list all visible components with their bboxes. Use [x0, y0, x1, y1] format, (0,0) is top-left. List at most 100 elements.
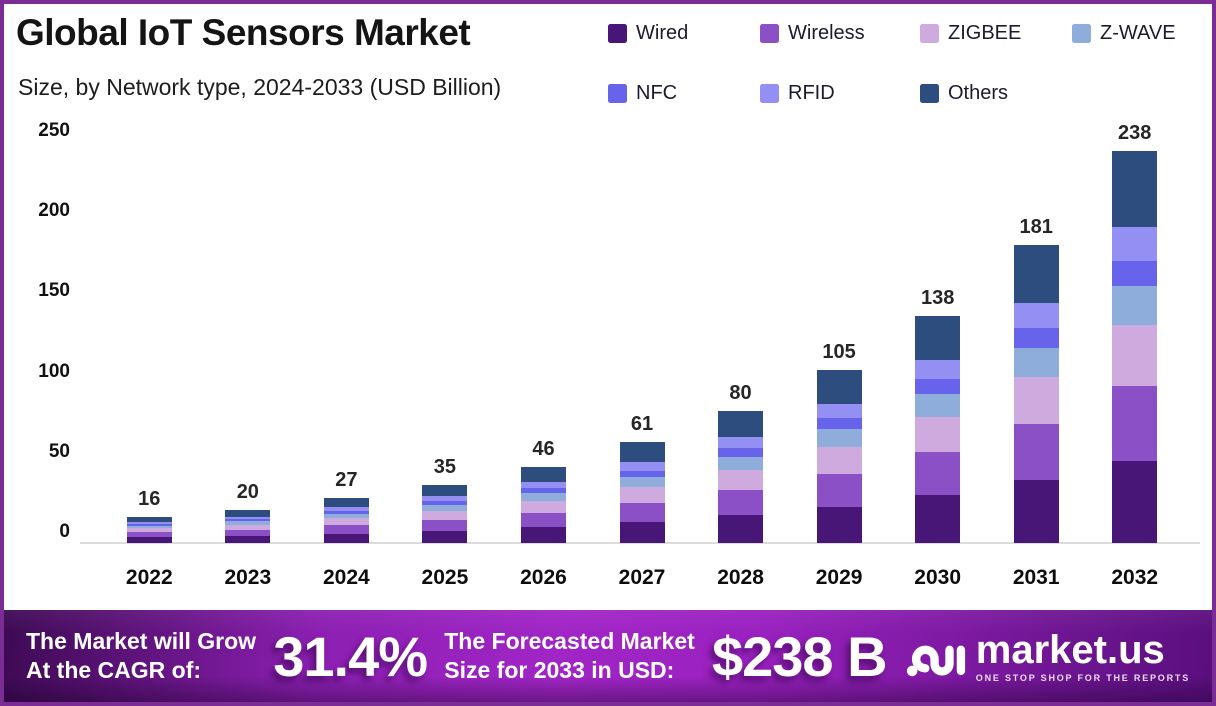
bar-segment-others	[1013, 244, 1059, 303]
y-tick-label: 50	[48, 440, 70, 462]
bar-segment-zigbee	[520, 501, 566, 513]
bar-segment-rfid	[323, 507, 369, 511]
bar-segment-wired	[1013, 480, 1059, 543]
bar-segment-others	[1112, 150, 1158, 228]
bar-stack	[1112, 150, 1158, 543]
bar-segment-wireless	[323, 525, 369, 534]
bar-segment-zigbee	[915, 416, 961, 453]
bar-segment-wired	[718, 515, 764, 543]
x-axis-label: 2023	[224, 566, 272, 589]
x-axis-label: 2027	[618, 566, 666, 589]
bar-segment-z-wave	[520, 493, 566, 501]
bar-group-2028: 80 2028	[691, 131, 790, 589]
legend-item-label: Wireless	[788, 21, 865, 44]
bar-segment-zigbee	[619, 487, 665, 503]
legend-color-swatch	[608, 23, 627, 43]
marketus-logo: market.us ONE STOP SHOP FOR THE REPORTS	[904, 627, 1190, 685]
bar-segment-z-wave	[225, 521, 271, 525]
bar-total-label: 105	[822, 340, 856, 363]
bar-segment-wireless	[422, 519, 468, 531]
bar-segment-wireless	[1013, 423, 1059, 481]
page-title: Global IoT Sensors Market	[16, 12, 471, 53]
bar-segment-nfc	[225, 519, 271, 522]
forecast-value: $238 B	[711, 624, 888, 688]
legend: Wired Wireless ZIGBEE Z-WAVE NFC RFID Others	[608, 20, 1200, 106]
bar-segment-wired	[225, 536, 271, 543]
bar-stack	[126, 516, 172, 543]
bar-segment-nfc	[126, 524, 172, 526]
legend-color-swatch	[760, 83, 779, 103]
x-axis-label: 2029	[815, 566, 863, 589]
y-tick-label: 150	[38, 280, 70, 302]
bar-stack	[816, 369, 862, 543]
marketus-logo-name: market.us	[975, 627, 1165, 672]
legend-item-label: Wired	[636, 21, 689, 44]
legend-color-swatch	[920, 83, 939, 103]
forecast-label: The Forecasted Market Size for 2033 in U…	[444, 627, 695, 684]
bar-group-2024: 27 2024	[297, 131, 396, 589]
bar-segment-nfc	[520, 488, 566, 494]
bar-segment-others	[816, 369, 862, 404]
bar-segment-rfid	[619, 461, 665, 471]
x-axis-label: 2022	[125, 566, 173, 589]
bar-segment-nfc	[323, 510, 369, 514]
cagr-value: 31.4%	[273, 624, 428, 688]
bar-segment-z-wave	[619, 477, 665, 488]
bar-segment-nfc	[816, 418, 862, 430]
bar-segment-wireless	[520, 512, 566, 528]
bar-segment-zigbee	[1013, 377, 1059, 424]
bar-segment-wired	[816, 506, 862, 543]
bar-total-label: 238	[1118, 121, 1152, 144]
bar-segment-z-wave	[718, 456, 764, 470]
marketus-logo-icon	[906, 645, 965, 677]
bar-segment-wired	[126, 537, 172, 543]
bar-segment-z-wave	[422, 505, 468, 511]
bar-group-2026: 46 2026	[494, 131, 593, 589]
bar-segment-others	[718, 411, 764, 437]
legend-color-swatch	[760, 23, 779, 43]
bar-segment-z-wave	[323, 513, 369, 519]
legend-color-swatch	[920, 23, 939, 43]
bar-segment-zigbee	[1112, 325, 1158, 387]
legend-item-label: Z-WAVE	[1100, 21, 1176, 44]
bar-total-label: 27	[335, 469, 358, 492]
legend-item-zigbee: ZIGBEE	[920, 20, 1072, 46]
bar-stack	[915, 315, 961, 543]
bar-segment-others	[323, 498, 369, 508]
bar-segment-zigbee	[422, 510, 468, 520]
legend-item-wired: Wired	[608, 20, 760, 46]
footer-banner: The Market will Grow At the CAGR of: 31.…	[4, 610, 1212, 702]
bar-group-2031: 181 2031	[987, 131, 1086, 589]
bar-segment-zigbee	[225, 524, 271, 530]
bar-group-2023: 20 2023	[199, 131, 298, 589]
legend-color-swatch	[1072, 23, 1091, 43]
y-tick-label: 0	[59, 521, 70, 542]
bar-segment-zigbee	[718, 469, 764, 491]
bar-segment-z-wave	[1112, 286, 1158, 326]
bar-group-2030: 138 2030	[888, 131, 987, 589]
bar-segment-nfc	[422, 501, 468, 506]
bar-stack	[619, 442, 665, 543]
bar-total-label: 16	[138, 487, 161, 510]
bar-group-2027: 61 2027	[593, 131, 692, 589]
bar-segment-others	[225, 510, 271, 517]
forecast-label-line1: The Forecasted Market	[444, 628, 695, 655]
bar-segment-nfc	[718, 448, 764, 457]
bar-segment-zigbee	[816, 446, 862, 474]
bar-segment-others	[619, 442, 665, 462]
bar-segment-wireless	[816, 473, 862, 507]
x-axis-label: 2031	[1012, 566, 1060, 589]
legend-item-others: Others	[920, 80, 1072, 106]
bar-group-2022: 16 2022	[100, 131, 199, 589]
bar-segment-others	[915, 315, 961, 360]
bar-segment-nfc	[1112, 260, 1158, 287]
bar-stack	[520, 467, 566, 543]
cagr-label-line2: At the CAGR of:	[26, 657, 202, 683]
bar-stack	[225, 510, 271, 543]
bar-segment-wired	[619, 521, 665, 543]
bar-segment-zigbee	[323, 518, 369, 526]
bar-total-label: 138	[920, 286, 955, 309]
y-tick-label: 250	[38, 120, 70, 141]
bar-segment-z-wave	[126, 525, 172, 529]
